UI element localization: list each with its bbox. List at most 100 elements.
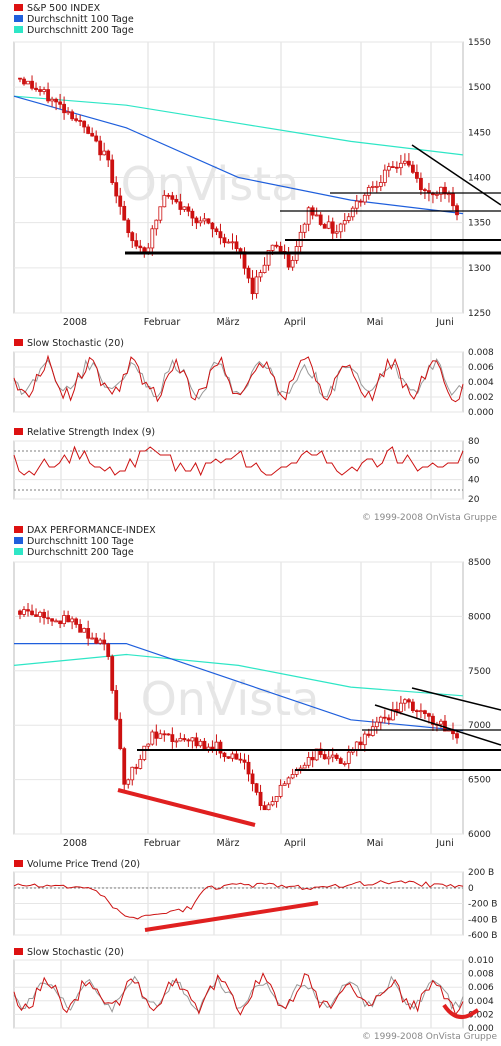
sp500-candle <box>374 185 379 188</box>
sp500-candle <box>190 210 195 219</box>
dax-candle <box>218 741 223 754</box>
dax-candle <box>390 708 395 721</box>
dax-candle <box>46 617 50 620</box>
dax-candle <box>326 756 331 760</box>
sp500-candle <box>66 111 71 114</box>
dax-candle <box>198 740 203 747</box>
dax-stoch-y-tick: 0.002 <box>468 1010 494 1020</box>
sp500-month-label: Mai <box>367 317 384 328</box>
sp500-candle <box>455 205 459 216</box>
dax-candle <box>86 628 91 639</box>
sp500-candle <box>338 223 343 233</box>
dax-month-label: April <box>284 838 306 849</box>
dax-candle <box>334 754 339 760</box>
dax-candle <box>122 748 127 785</box>
dax-candle <box>130 766 135 781</box>
dax-candle <box>427 713 431 717</box>
sp500-candle <box>354 200 359 209</box>
dax-y-tick: 6500 <box>468 776 491 786</box>
sp500-candle <box>30 80 34 89</box>
dax-trend-line <box>374 704 501 746</box>
dax-candle <box>222 752 227 758</box>
dax-stoch-signal-line <box>13 975 464 1013</box>
sp500-candle <box>174 198 179 203</box>
dax-month-label: Februar <box>144 838 181 849</box>
sp500-candle <box>158 206 163 221</box>
sp500-candle <box>26 80 30 85</box>
dax-candle <box>338 758 343 764</box>
dax-legend-swatch <box>14 537 23 544</box>
dax-candle <box>342 763 347 765</box>
sp500-candle <box>110 159 115 184</box>
sp500-month-label: März <box>217 317 240 328</box>
dax-candle <box>178 738 183 742</box>
dax-candle <box>62 615 67 625</box>
sp500-candle <box>254 276 259 295</box>
sp500-candle <box>234 241 239 250</box>
dax-candle <box>415 710 419 713</box>
sp-stoch-y-tick: 0.002 <box>468 393 494 403</box>
dax-candle <box>270 801 275 806</box>
sp500-candle <box>54 98 58 103</box>
sp-stoch-y-tick: 0.008 <box>468 348 494 358</box>
dax-candle <box>262 805 267 811</box>
dax-candle <box>278 784 283 797</box>
sp500-candle <box>146 247 151 253</box>
sp500-candle <box>246 267 251 279</box>
sp500-candle <box>238 248 243 253</box>
sp500-y-tick: 1300 <box>468 264 491 274</box>
dax-candle <box>362 733 367 746</box>
sp500-y-tick: 1250 <box>468 309 491 319</box>
dax-candle <box>50 618 54 622</box>
sp500-candle <box>86 126 91 134</box>
dax-candle <box>70 618 75 623</box>
dax-month-label: März <box>217 838 240 849</box>
sp500-legend-label: Durchschnitt 100 Tage <box>27 14 134 25</box>
sp500-candle <box>62 103 67 114</box>
dax-y-tick: 8500 <box>468 558 491 568</box>
dax-candle <box>190 737 195 742</box>
dax-candle <box>18 610 22 615</box>
dax-candle <box>58 620 62 625</box>
sp500-candle <box>326 221 331 229</box>
dax-stoch-highlight <box>442 1003 480 1019</box>
sp500-candle <box>346 216 351 221</box>
sp500-candle <box>270 244 275 251</box>
sp500-candle <box>314 214 319 217</box>
sp500-candle <box>358 200 363 203</box>
dax-ma100-line <box>14 643 464 732</box>
sp500-legend-label: S&P 500 INDEX <box>27 3 101 14</box>
sp-stoch-line <box>13 354 464 403</box>
dax-candle <box>258 791 263 807</box>
sp500-month-label: April <box>284 317 306 328</box>
dax-candle <box>286 777 291 785</box>
sp500-candle <box>202 218 207 222</box>
dax-stoch-y-tick: 0.000 <box>468 1024 494 1034</box>
sp500-candle <box>166 194 171 197</box>
sp-rsi-y-tick: 60 <box>468 456 480 466</box>
dax-stoch-line <box>13 972 464 1016</box>
sp500-y-tick: 1500 <box>468 83 491 93</box>
dax-candle <box>182 738 187 741</box>
sp500-candle <box>390 166 395 168</box>
dax-candle <box>406 699 411 703</box>
dax-candle <box>431 715 435 725</box>
dax-candle <box>282 783 287 786</box>
sp500-candle <box>443 186 447 195</box>
copyright-bottom: © 1999-2008 OnVista Gruppe <box>362 1032 497 1042</box>
dax-y-tick: 7000 <box>468 721 491 731</box>
sp500-candle <box>94 135 99 142</box>
dax-divergence-line <box>117 788 256 827</box>
sp500-legend-swatch <box>14 15 23 22</box>
sp500-candle <box>90 133 95 137</box>
dax-candle <box>146 743 151 747</box>
sp500-candle <box>406 160 411 166</box>
dax-month-label: Mai <box>367 838 384 849</box>
dax-y-tick: 6000 <box>468 830 491 840</box>
dax-vpt-y-tick: -200 B <box>468 900 497 910</box>
sp500-candle <box>170 195 175 200</box>
dax-candle <box>38 611 42 617</box>
sp500-candle <box>366 187 371 196</box>
sp500-candle <box>250 277 255 295</box>
